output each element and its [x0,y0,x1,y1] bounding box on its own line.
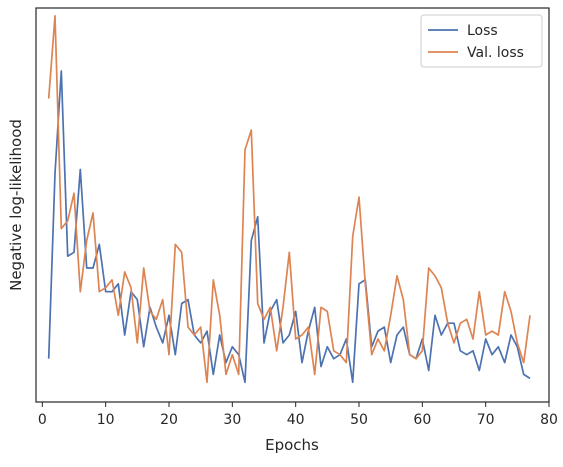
legend-label: Loss [467,23,498,39]
x-tick-label: 40 [287,412,305,428]
x-tick-label: 0 [38,412,47,428]
legend-box [420,14,543,68]
x-tick-label: 50 [350,412,368,428]
legend-label: Val. loss [467,45,524,61]
y-axis-label: Negative log-likelihood [7,119,25,291]
plot-frame [35,7,550,403]
x-tick-label: 80 [540,412,558,428]
x-tick-label: 10 [97,412,115,428]
x-tick-label: 20 [160,412,178,428]
series-lines [47,15,531,384]
x-axis-ticks: 0 10 20 30 40 50 60 70 80 [38,402,558,428]
legend: Loss Val. loss [420,14,543,68]
x-tick-label: 60 [413,412,431,428]
x-tick-label: 30 [223,412,241,428]
x-tick-label: 70 [477,412,495,428]
series-line-loss [47,70,531,384]
series-line-val-loss [47,15,531,384]
x-axis-label: Epochs [265,436,319,454]
axes [35,7,550,403]
